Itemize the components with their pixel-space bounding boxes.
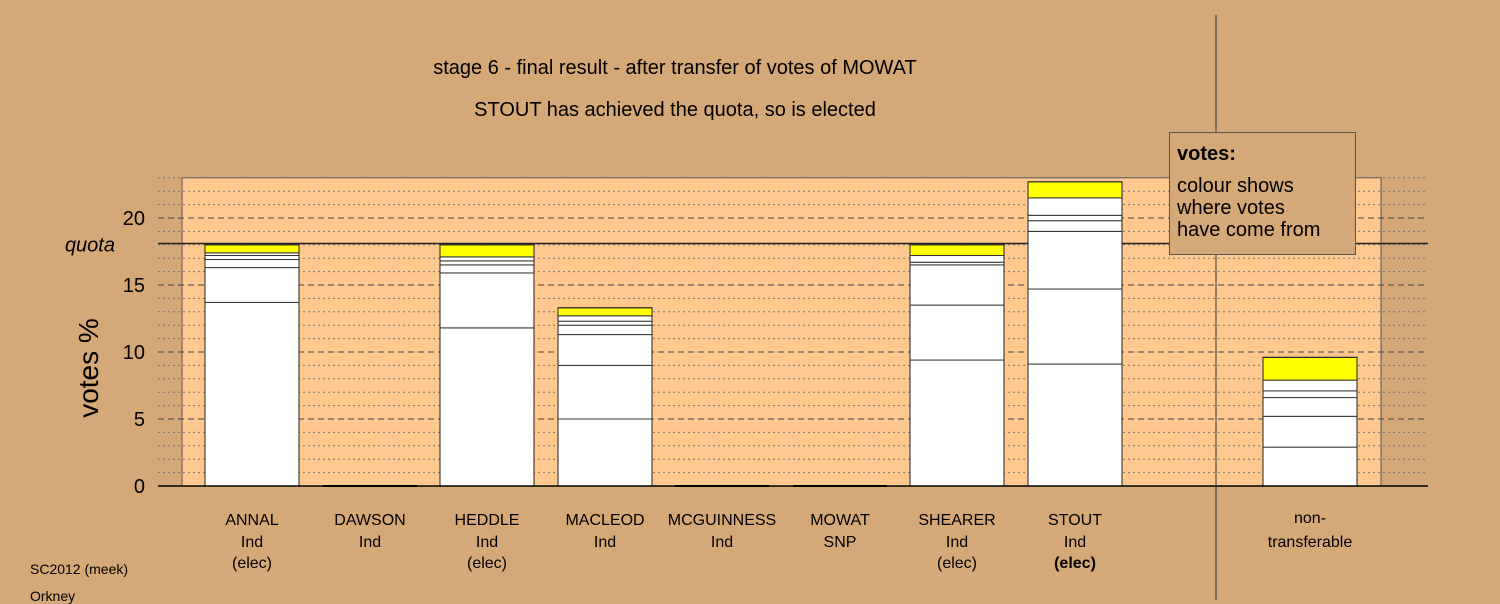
bar-macleod-segment: [557, 334, 653, 366]
legend-box: votes: colour shows where votes have com…: [1169, 132, 1356, 255]
bar-nontransferable-transfer-segment: [1262, 356, 1358, 381]
candidate-name: STOUT: [1048, 512, 1102, 529]
nontransferable-label-2: transferable: [1268, 534, 1353, 551]
candidate-status: (elec): [937, 555, 977, 572]
bar-stout-segment: [1027, 363, 1123, 487]
bar-heddle-segment: [439, 327, 535, 487]
bar-shearer-segment: [909, 304, 1005, 361]
bar-stout-segment: [1027, 214, 1123, 222]
candidate-party: Ind: [241, 534, 263, 551]
candidate-name: MACLEOD: [565, 512, 644, 529]
candidate-status: (elec): [1054, 555, 1096, 572]
grid-lines: [158, 177, 1428, 474]
bar-macleod-segment: [557, 418, 653, 487]
bar-shearer-segment: [909, 264, 1005, 306]
y-tick-label: 0: [134, 476, 145, 498]
bar-nontransferable-segment: [1262, 397, 1358, 417]
candidate-party: SNP: [824, 534, 857, 551]
bar-stout-transfer-segment: [1027, 181, 1123, 199]
candidate-name: MCGUINNESS: [668, 512, 776, 529]
chart-title: stage 6 - final result - after transfer …: [433, 57, 917, 79]
candidate-party: Ind: [1064, 534, 1086, 551]
bar-stout-segment: [1027, 197, 1123, 216]
bar-heddle-segment: [439, 260, 535, 266]
nontransferable-label-1: non-: [1294, 510, 1326, 527]
bar-nontransferable-segment: [1262, 379, 1358, 392]
chart-subtitle: STOUT has achieved the quota, so is elec…: [474, 99, 876, 121]
candidate-status: (elec): [232, 555, 272, 572]
bar-annal-transfer-segment: [204, 244, 300, 254]
bar-macleod-transfer-segment: [557, 307, 653, 317]
bar-heddle-transfer-segment: [439, 244, 535, 258]
bar-nontransferable-segment: [1262, 390, 1358, 399]
candidate-name: HEDDLE: [455, 512, 520, 529]
bar-stout-segment: [1027, 288, 1123, 365]
bar-heddle-segment: [439, 272, 535, 329]
y-tick-label: 20: [123, 208, 145, 230]
y-axis-label: votes %: [73, 318, 104, 418]
candidate-name: DAWSON: [334, 512, 405, 529]
candidate-party: Ind: [476, 534, 498, 551]
legend-line-1: colour shows: [1177, 175, 1294, 197]
bar-heddle-segment: [439, 256, 535, 262]
bar-macleod-segment: [557, 320, 653, 326]
bar-annal-segment: [204, 267, 300, 303]
bar-nontransferable-segment: [1262, 415, 1358, 448]
bars: [204, 181, 1358, 487]
quota-label: quota: [65, 234, 115, 256]
bar-shearer-segment: [909, 255, 1005, 263]
bar-macleod-segment: [557, 315, 653, 322]
legend-line-3: have come from: [1177, 219, 1321, 241]
bar-stout-segment: [1027, 230, 1123, 290]
candidate-party: Ind: [359, 534, 381, 551]
bar-macleod-segment: [557, 324, 653, 336]
bar-heddle-segment: [439, 264, 535, 274]
candidate-party: Ind: [946, 534, 968, 551]
candidate-status: (elec): [467, 555, 507, 572]
bar-stout-segment: [1027, 220, 1123, 232]
candidate-name: ANNAL: [225, 512, 278, 529]
candidate-name: SHEARER: [918, 512, 995, 529]
candidate-party: Ind: [711, 534, 733, 551]
bar-macleod-segment: [557, 364, 653, 420]
legend-line-2: where votes: [1177, 197, 1285, 219]
y-tick-label: 15: [123, 275, 145, 297]
candidate-name: MOWAT: [810, 512, 870, 529]
y-tick-label: 5: [134, 409, 145, 431]
bar-shearer-transfer-segment: [909, 244, 1005, 257]
footer-region: Orkney: [30, 588, 76, 604]
bar-nontransferable-segment: [1262, 446, 1358, 487]
y-tick-label: 10: [123, 342, 145, 364]
candidate-labels: ANNAL Ind (elec) DAWSON Ind HEDDLE Ind (elec) MA…: [225, 510, 1352, 572]
bar-annal-segment: [204, 255, 300, 261]
bar-annal-segment: [204, 301, 300, 487]
candidate-party: Ind: [594, 534, 616, 551]
legend-title: votes:: [1177, 143, 1236, 165]
bar-annal-segment: [204, 259, 300, 269]
bar-shearer-segment: [909, 359, 1005, 487]
footer-method: SC2012 (meek): [30, 561, 129, 577]
